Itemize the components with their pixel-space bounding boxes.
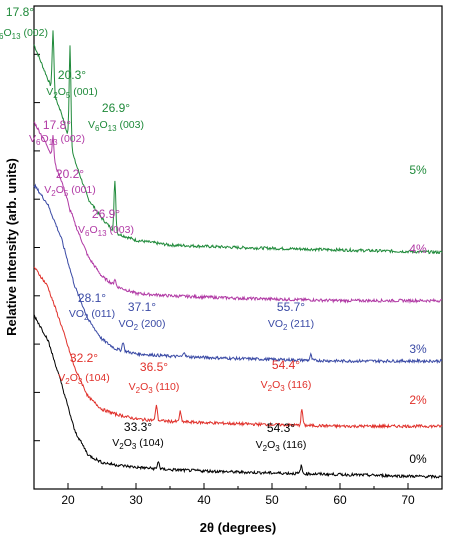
series-percent-label: 3% bbox=[409, 342, 427, 356]
peak-angle-label: 33.3° bbox=[124, 420, 152, 434]
peak-angle-label: 20.2° bbox=[56, 167, 84, 181]
phase-label: V6O13 (002) bbox=[29, 133, 85, 147]
peak-angle-label: 37.1° bbox=[128, 300, 156, 314]
series-line bbox=[33, 266, 443, 429]
series-percent-label: 5% bbox=[409, 163, 427, 177]
x-tick-label: 30 bbox=[129, 493, 143, 507]
phase-label: V2O3 (104) bbox=[112, 437, 164, 451]
annotation-layer: 5%17.8°V6O13 (002)20.3°V2O5 (001)26.9°V6… bbox=[0, 5, 427, 466]
series-layer bbox=[33, 30, 443, 480]
peak-angle-label: 26.9° bbox=[102, 101, 130, 115]
phase-label: V6O13 (003) bbox=[78, 224, 134, 238]
peak-angle-label: 26.9° bbox=[92, 207, 120, 221]
peak-angle-label: 55.7° bbox=[277, 300, 305, 314]
peak-angle-label: 17.8° bbox=[6, 5, 34, 19]
series-percent-label: 0% bbox=[409, 452, 427, 466]
x-tick-label: 50 bbox=[265, 493, 279, 507]
y-axis-title: Relative Intensity (arb. units) bbox=[4, 158, 19, 336]
phase-label: V2O3 (110) bbox=[129, 381, 180, 395]
phase-label: V2O3 (116) bbox=[256, 439, 307, 453]
x-tick-label: 40 bbox=[197, 493, 211, 507]
x-axis-title: 2θ (degrees) bbox=[200, 520, 276, 535]
peak-angle-label: 54.4° bbox=[272, 358, 300, 372]
series-percent-label: 2% bbox=[409, 393, 427, 407]
phase-label: VO2 (211) bbox=[268, 318, 314, 332]
peak-angle-label: 36.5° bbox=[140, 360, 168, 374]
series-line bbox=[33, 314, 443, 480]
x-axis-ticks: 20 30 40 50 60 70 bbox=[33, 483, 443, 507]
peak-angle-label: 28.1° bbox=[78, 291, 106, 305]
peak-angle-label: 54.3° bbox=[267, 421, 295, 435]
series-percent-label: 4% bbox=[409, 242, 427, 256]
x-tick-label: 60 bbox=[333, 493, 347, 507]
peak-angle-label: 17.8° bbox=[43, 118, 71, 132]
series-line bbox=[33, 30, 443, 255]
series-line bbox=[33, 183, 443, 365]
phase-label: V2O3 (116) bbox=[261, 379, 312, 393]
series-line bbox=[33, 121, 443, 305]
phase-label: VO2 (200) bbox=[118, 318, 165, 332]
phase-label: V2O5 (001) bbox=[46, 86, 98, 100]
phase-label: V6O13 (003) bbox=[88, 119, 144, 133]
phase-label: VO2 (011) bbox=[69, 308, 115, 322]
phase-label: V2O3 (104) bbox=[58, 372, 110, 386]
phase-label: V2O5 (001) bbox=[44, 184, 96, 198]
x-tick-label: 20 bbox=[61, 493, 75, 507]
x-tick-label: 70 bbox=[401, 493, 415, 507]
peak-angle-label: 20.3° bbox=[58, 68, 86, 82]
phase-label: V6O13 (002) bbox=[0, 27, 48, 41]
y-axis-ticks bbox=[34, 53, 40, 442]
peak-angle-label: 32.2° bbox=[70, 351, 98, 365]
